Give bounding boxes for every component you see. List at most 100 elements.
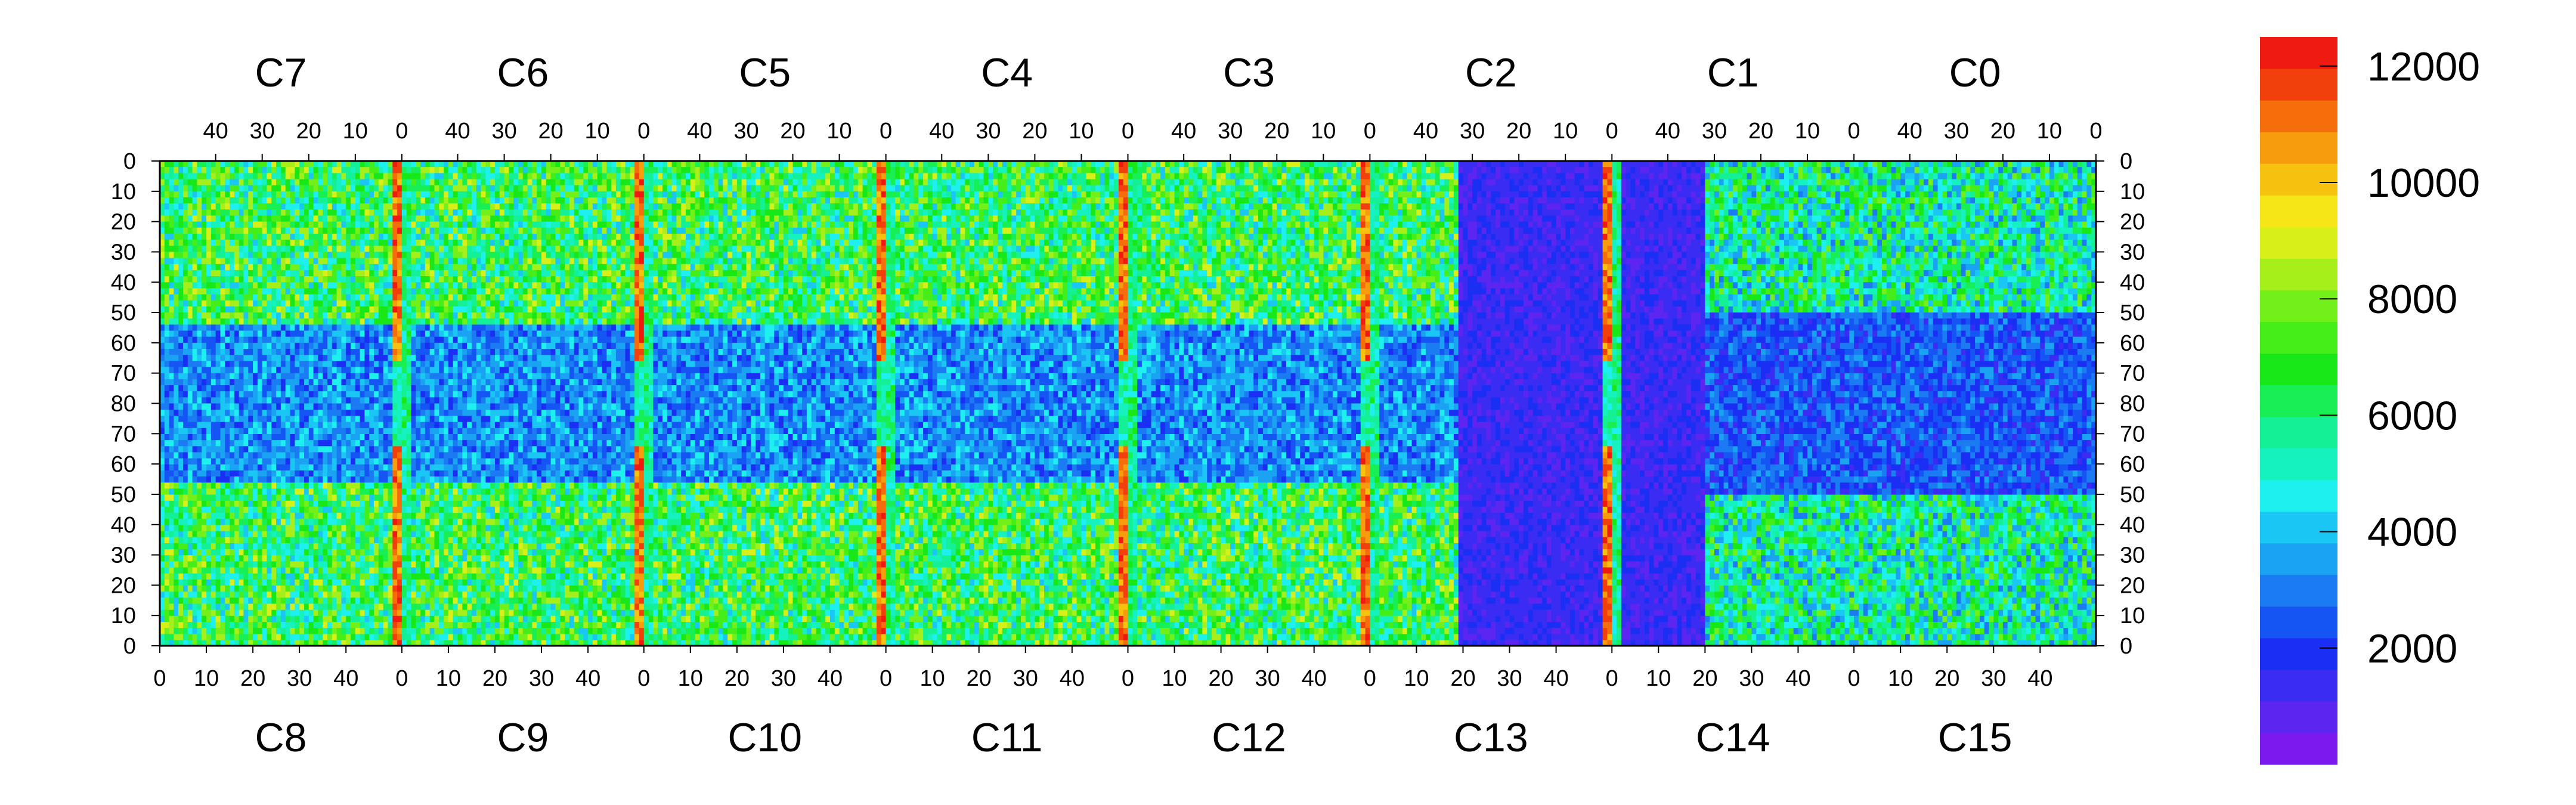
- heatmap-cell: [197, 373, 202, 380]
- heatmap-cell: [276, 167, 281, 174]
- heatmap-cell: [290, 415, 295, 422]
- heatmap-cell: [290, 476, 295, 483]
- heatmap-cell: [304, 428, 309, 434]
- heatmap-cell: [178, 585, 184, 592]
- heatmap-cell: [304, 336, 309, 343]
- heatmap-cell: [280, 549, 286, 556]
- heatmap-cell: [639, 191, 645, 198]
- heatmap-cell: [253, 282, 258, 289]
- heatmap-cell: [262, 470, 268, 477]
- heatmap-cell: [210, 573, 216, 580]
- heatmap-cell: [318, 409, 323, 416]
- heatmap-cell: [397, 258, 402, 265]
- heatmap-cell: [374, 379, 379, 386]
- heatmap-cell: [210, 385, 216, 392]
- heatmap-cell: [192, 566, 197, 574]
- heatmap-cell: [160, 324, 165, 332]
- heatmap-cell: [360, 367, 365, 374]
- heatmap-cell: [206, 537, 212, 543]
- heatmap-cell: [369, 524, 374, 531]
- heatmap-cell: [378, 451, 384, 459]
- heatmap-cell: [541, 227, 547, 234]
- heatmap-cell: [457, 209, 463, 216]
- heatmap-cell: [197, 318, 202, 325]
- heatmap-cell: [597, 167, 603, 174]
- heatmap-cell: [453, 161, 459, 168]
- heatmap-cell: [313, 518, 318, 525]
- heatmap-cell: [336, 422, 342, 428]
- heatmap-cell: [369, 458, 374, 465]
- heatmap-cell: [187, 282, 193, 289]
- heatmap-cell: [206, 488, 212, 495]
- heatmap-cell: [341, 342, 346, 349]
- heatmap-cell: [239, 415, 244, 422]
- heatmap-cell: [187, 397, 193, 404]
- heatmap-cell: [192, 470, 197, 477]
- heatmap-cell: [490, 221, 496, 228]
- heatmap-cell: [364, 167, 370, 174]
- heatmap-cell: [364, 367, 370, 374]
- heatmap-cell: [267, 373, 272, 380]
- heatmap-cell: [230, 240, 235, 246]
- heatmap-cell: [248, 591, 253, 598]
- heatmap-cell: [257, 573, 263, 580]
- heatmap-cell: [257, 627, 263, 634]
- heatmap-cell: [522, 209, 528, 216]
- heatmap-cell: [285, 579, 291, 586]
- heatmap-cell: [262, 512, 268, 519]
- heatmap-cell: [318, 397, 323, 404]
- heatmap-cell: [206, 403, 212, 410]
- heatmap-cell: [210, 197, 216, 204]
- heatmap-cell: [178, 439, 184, 447]
- heatmap-cell: [574, 246, 580, 253]
- heatmap-cell: [225, 555, 230, 562]
- heatmap-cell: [160, 179, 165, 186]
- heatmap-cell: [332, 270, 338, 277]
- heatmap-cell: [160, 403, 165, 410]
- heatmap-cell: [383, 215, 389, 222]
- heatmap-cell: [280, 615, 286, 622]
- heatmap-cell: [374, 221, 379, 228]
- heatmap-cell: [555, 233, 561, 240]
- heatmap-cell: [360, 591, 365, 598]
- heatmap-cell: [202, 233, 207, 240]
- heatmap-cell: [429, 227, 435, 234]
- heatmap-cell: [336, 609, 342, 616]
- heatmap-cell: [183, 312, 188, 319]
- heatmap-cell: [392, 336, 398, 343]
- heatmap-cell: [388, 258, 393, 265]
- heatmap-cell: [355, 173, 361, 180]
- heatmap-cell: [332, 215, 338, 222]
- heatmap-cell: [243, 543, 249, 549]
- heatmap-cell: [392, 379, 398, 386]
- heatmap-cell: [634, 161, 640, 168]
- heatmap-cell: [327, 543, 333, 549]
- heatmap-cell: [583, 179, 589, 186]
- heatmap-cell: [332, 458, 338, 465]
- heatmap-cell: [276, 464, 281, 470]
- heatmap-cell: [295, 391, 300, 398]
- heatmap-cell: [360, 561, 365, 568]
- heatmap-cell: [336, 597, 342, 604]
- heatmap-cell: [215, 221, 221, 228]
- heatmap-cell: [495, 161, 500, 168]
- heatmap-cell: [374, 549, 379, 556]
- heatmap-cell: [295, 603, 300, 610]
- heatmap-cell: [388, 445, 393, 453]
- heatmap-cell: [248, 530, 253, 537]
- heatmap-cell: [392, 246, 398, 253]
- heatmap-cell: [276, 591, 281, 598]
- heatmap-cell: [192, 627, 197, 634]
- heatmap-cell: [453, 167, 459, 174]
- heatmap-cell: [160, 445, 165, 453]
- heatmap-cell: [318, 603, 323, 610]
- heatmap-cell: [411, 215, 416, 222]
- heatmap-cell: [444, 179, 449, 186]
- heatmap-cell: [332, 276, 338, 283]
- heatmap-cell: [192, 403, 197, 410]
- heatmap-cell: [569, 173, 575, 180]
- heatmap-cell: [304, 555, 309, 562]
- heatmap-cell: [611, 179, 617, 186]
- heatmap-cell: [313, 324, 318, 332]
- heatmap-cell: [239, 609, 244, 616]
